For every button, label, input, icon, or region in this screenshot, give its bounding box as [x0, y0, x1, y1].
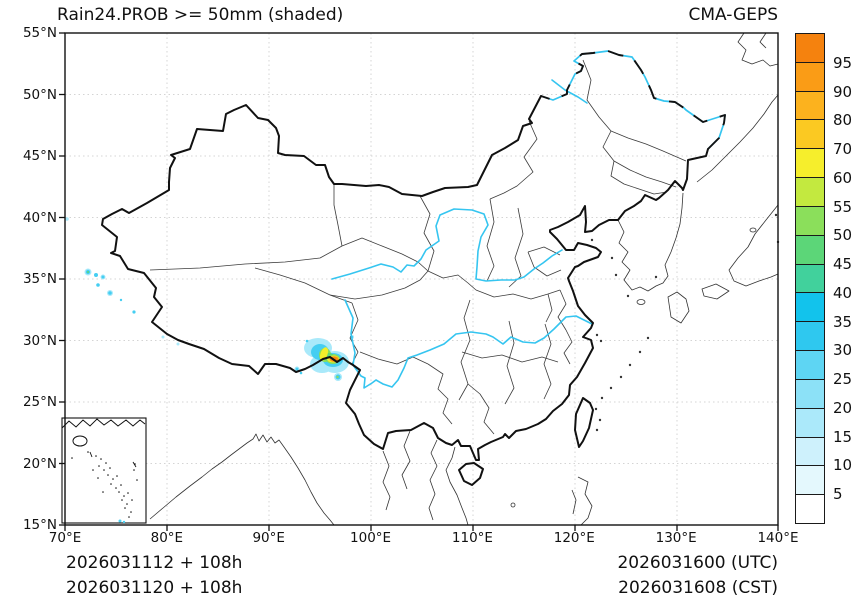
- pratas-reef: [510, 502, 516, 508]
- colorbar-tick-label: 35: [833, 312, 853, 331]
- colorbar-segment: [796, 120, 824, 150]
- colorbar-tick-label: 50: [833, 226, 853, 245]
- south-china-sea-inset: [61, 417, 147, 524]
- colorbar-tick-label: 20: [833, 398, 853, 417]
- rivers: [331, 79, 593, 389]
- plot-title: Rain24.PROB >= 50mm (shaded): [57, 5, 344, 25]
- colorbar-segment: [796, 206, 824, 236]
- lon-tick-label: 80°E: [150, 530, 184, 546]
- lat-axis-labels: 55°N 50°N 45°N 40°N 35°N 30°N 25°N 20°N 15°N: [0, 0, 57, 610]
- province-borders: [149, 59, 687, 435]
- valid-time-cst: 2026031608 (CST): [618, 578, 778, 598]
- colorbar-tick-label: 15: [833, 427, 853, 446]
- valid-time-block: 2026031600 (UTC) 2026031608 (CST): [617, 551, 778, 601]
- honshu-coastline: [728, 204, 779, 287]
- vietnam-coastline: [445, 446, 469, 526]
- lat-tick-label: 50°N: [22, 86, 57, 103]
- okhotsk-coast: [737, 32, 779, 67]
- lat-tick-label: 55°N: [22, 25, 57, 41]
- lat-tick-label: 25°N: [22, 394, 57, 410]
- songhua-river: [551, 79, 588, 104]
- lon-tick-label: 100°E: [350, 530, 392, 546]
- yangtze-river: [344, 299, 593, 389]
- luzon-coastline: [577, 476, 593, 526]
- colorbar-segment: [796, 62, 824, 92]
- lat-tick-label: 35°N: [22, 271, 57, 287]
- colorbar-tick-label: 40: [833, 283, 853, 302]
- colorbar-tick-label: 45: [833, 255, 853, 274]
- ryukyu-islands: [590, 213, 780, 432]
- colorbar-segment: [796, 235, 824, 265]
- init-time-block: 2026031112 + 108h 2026031120 + 108h: [66, 551, 242, 601]
- colorbar-segment: [796, 91, 824, 121]
- india-myanmar-coastline: [149, 433, 335, 526]
- lat-tick-label: 15°N: [22, 517, 57, 533]
- colorbar-segment: [796, 322, 824, 352]
- colorbar-tick-label: 55: [833, 197, 853, 216]
- colorbar-segment: [796, 351, 824, 380]
- china-mainland-outline: [101, 95, 709, 461]
- colorbar-segment: [796, 437, 824, 467]
- colorbar-segment: [796, 264, 824, 294]
- lon-ticks: [64, 525, 779, 531]
- colorbar-tick-label: 70: [833, 140, 853, 159]
- lon-tick-label: 130°E: [655, 530, 697, 546]
- colorbar-tick-label: 60: [833, 168, 853, 187]
- sado-island: [749, 227, 757, 233]
- china-border: [101, 95, 709, 486]
- lat-tick-label: 40°N: [22, 209, 57, 226]
- graticule-gridlines: [65, 33, 778, 525]
- lat-ticks: [59, 32, 65, 526]
- lat-tick-label: 45°N: [22, 148, 57, 164]
- colorbar-tick-label: 25: [833, 370, 853, 389]
- colorbar-tick-label: 90: [833, 82, 853, 101]
- axis-frame: [59, 32, 779, 531]
- lat-tick-label: 20°N: [22, 455, 57, 472]
- yellow-river: [331, 208, 563, 282]
- init-time-utc: 2026031112 + 108h: [66, 553, 243, 573]
- kyushu-island: [667, 291, 690, 324]
- colorbar-tick-label: 80: [833, 111, 853, 130]
- hainan-island: [458, 462, 484, 486]
- colorbar: [795, 33, 825, 524]
- colorbar-tick-label: 30: [833, 341, 853, 360]
- lon-tick-label: 140°E: [757, 530, 799, 546]
- colorbar-segment: [796, 178, 824, 207]
- colorbar-segment: [796, 495, 824, 524]
- lon-tick-label: 70°E: [48, 530, 82, 546]
- colorbar-segment: [796, 408, 824, 438]
- lon-tick-label: 120°E: [553, 530, 595, 546]
- korea-coastline: [617, 192, 684, 292]
- probability-shading: [65, 217, 354, 381]
- colorbar-segment: [796, 34, 824, 63]
- foreign-coastlines: [149, 32, 780, 526]
- amur-border-river: [540, 50, 726, 150]
- model-name: CMA-GEPS: [688, 5, 778, 25]
- inset-islands: [71, 451, 138, 518]
- colorbar-segment: [796, 149, 824, 179]
- laos-border: [428, 439, 438, 521]
- lon-tick-label: 90°E: [252, 530, 285, 546]
- colorbar-segment: [796, 379, 824, 409]
- colorbar-tick-label: 95: [833, 53, 853, 72]
- valid-time-utc: 2026031600 (UTC): [617, 553, 778, 573]
- init-time-cst: 2026031120 + 108h: [66, 578, 243, 598]
- lon-tick-label: 110°E: [451, 530, 493, 546]
- colorbar-tick-label: 10: [833, 456, 853, 475]
- colorbar-segment: [796, 293, 824, 323]
- russia-coastline: [696, 94, 779, 183]
- shikoku-island: [701, 283, 730, 300]
- lat-tick-label: 30°N: [22, 332, 57, 349]
- taiwan-island: [574, 397, 594, 448]
- colorbar-segment: [796, 466, 824, 496]
- jeju-island: [636, 299, 646, 305]
- colorbar-tick-label: 5: [833, 485, 843, 504]
